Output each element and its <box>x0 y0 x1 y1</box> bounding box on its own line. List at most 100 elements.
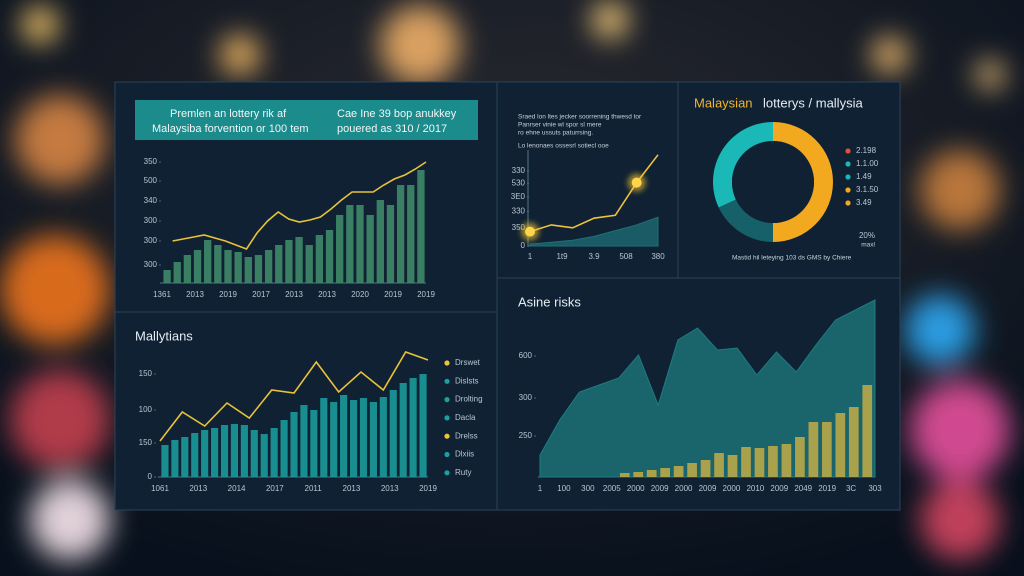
y-tick-label: 500 <box>144 176 158 185</box>
chart-title: Mallytians <box>135 328 193 343</box>
bar <box>234 252 242 283</box>
x-tick-label: 2013 <box>318 290 336 299</box>
bar <box>399 383 407 477</box>
chart-title: Asine risks <box>518 294 581 309</box>
legend-dot <box>444 433 450 439</box>
header-text: Premlen an lottery rik af <box>170 108 287 120</box>
bar <box>417 170 425 283</box>
x-tick-label: 2013 <box>285 290 303 299</box>
chart-title: lotterys / mallysia <box>763 95 863 110</box>
bar <box>171 440 179 477</box>
legend-dot <box>444 470 450 476</box>
bar <box>191 433 199 477</box>
note-text: Lo lenonaes ossesrl sotiecl ooe <box>518 143 609 150</box>
x-tick-label: 2009 <box>699 484 717 493</box>
header-box <box>135 100 478 140</box>
legend-dot <box>444 397 450 403</box>
donut-slice <box>712 122 773 208</box>
bar <box>320 398 328 477</box>
note-text: ro ehne ussuts paturrsing. <box>518 130 593 137</box>
bar <box>714 453 724 477</box>
x-tick-label: 3C <box>846 484 856 493</box>
bar <box>409 378 417 477</box>
panel-dividers <box>115 82 900 510</box>
bar <box>376 200 384 283</box>
bar <box>254 255 263 283</box>
y-tick-label: 0 <box>148 472 153 481</box>
y-tick-label: 250 <box>519 431 533 440</box>
bar <box>781 444 792 477</box>
bar <box>260 434 268 477</box>
x-tick-label: 1061 <box>151 484 169 493</box>
bar <box>310 410 318 477</box>
bar <box>300 405 308 477</box>
x-tick-label: 1 <box>538 484 543 493</box>
chart-title: Malaysian <box>694 95 753 110</box>
bar <box>356 205 364 283</box>
legend-dot <box>845 187 851 193</box>
bar <box>619 473 630 477</box>
donut-slice <box>773 122 833 242</box>
bar <box>224 250 232 283</box>
bar <box>275 245 283 283</box>
note-text: Sraed lon ltes jecker soorrening thwesd … <box>518 114 642 121</box>
x-tick-label: 2017 <box>252 290 270 299</box>
bar <box>379 397 387 477</box>
bar <box>250 430 258 477</box>
legend-label: 1.49 <box>856 172 872 181</box>
bar <box>741 447 751 477</box>
bar <box>244 257 252 283</box>
x-tick-label: 2013 <box>189 484 207 493</box>
bar <box>201 430 209 477</box>
bar <box>862 385 873 477</box>
bar <box>336 215 344 283</box>
x-tick-label: 2009 <box>770 484 788 493</box>
center-sub: maxl <box>861 242 875 249</box>
bar <box>407 185 415 283</box>
bar <box>396 185 405 283</box>
bar <box>369 402 377 477</box>
x-tick-label: 2005 <box>603 484 621 493</box>
x-tick-label: 2000 <box>675 484 693 493</box>
legend-label: 3.1.50 <box>856 185 879 194</box>
y-tick-label: 300 <box>144 260 158 269</box>
bar <box>349 400 358 477</box>
y-tick-label: 300 <box>519 393 533 402</box>
bar <box>163 270 171 283</box>
bar <box>359 398 368 477</box>
center-label: 20% <box>859 231 875 240</box>
bar <box>305 245 313 283</box>
x-tick-label: 100 <box>557 484 571 493</box>
x-tick-label: 2013 <box>381 484 399 493</box>
x-tick-label: 1361 <box>153 290 171 299</box>
x-tick-label: 2000 <box>723 484 741 493</box>
x-tick-label: 300 <box>581 484 595 493</box>
legend-dot <box>845 161 851 167</box>
x-tick-label: 2013 <box>186 290 204 299</box>
bar <box>264 250 273 283</box>
bar <box>280 420 288 477</box>
legend-dot <box>845 148 851 154</box>
legend-label: 1.1.00 <box>856 159 879 168</box>
bar <box>808 422 819 477</box>
x-tick-label: 3.9 <box>588 252 600 261</box>
legend-label: Dacla <box>455 413 476 422</box>
bar <box>646 470 657 477</box>
bar <box>270 428 278 477</box>
legend-dot <box>845 200 851 206</box>
bar <box>386 205 395 283</box>
y-tick-label: 100 <box>139 405 153 414</box>
x-tick-label: 1 <box>528 252 533 261</box>
y-tick-label: 150 <box>139 369 153 378</box>
legend-label: 3.49 <box>856 198 872 207</box>
x-tick-label: 2017 <box>266 484 284 493</box>
header-text: pouered as 310 / 2017 <box>337 123 447 135</box>
bar <box>181 437 189 477</box>
x-tick-label: 2019 <box>419 484 437 493</box>
y-tick-label: 530 <box>512 179 526 188</box>
y-tick-label: 3E0 <box>511 192 526 201</box>
bar <box>419 374 427 477</box>
bar <box>821 422 832 477</box>
legend-label: Drolting <box>455 395 483 404</box>
